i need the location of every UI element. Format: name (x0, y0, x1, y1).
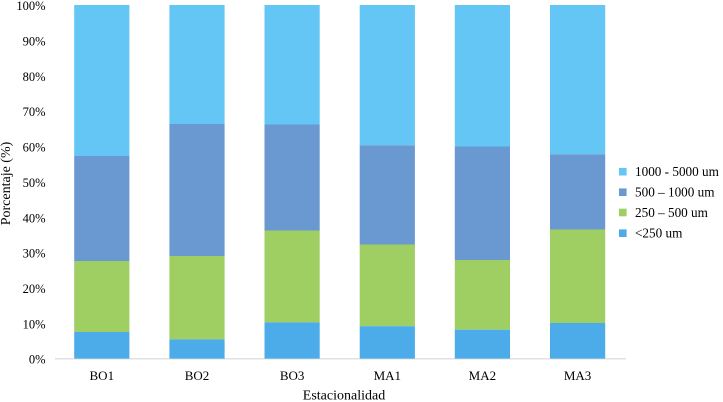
svg-text:MA3: MA3 (564, 368, 591, 383)
svg-text:70%: 70% (23, 105, 46, 119)
svg-text:BO2: BO2 (185, 368, 210, 383)
svg-text:250 – 500 um: 250 – 500 um (635, 205, 709, 220)
svg-text:Estacionalidad: Estacionalidad (303, 389, 385, 402)
svg-text:BO3: BO3 (280, 368, 305, 383)
svg-text:<250 um: <250 um (635, 226, 683, 241)
svg-text:500 – 1000 um: 500 – 1000 um (635, 185, 715, 200)
svg-text:20%: 20% (23, 282, 46, 296)
svg-text:1000 - 5000 um: 1000 - 5000 um (635, 164, 720, 179)
svg-text:50%: 50% (23, 176, 46, 190)
svg-text:90%: 90% (23, 35, 46, 49)
svg-text:40%: 40% (23, 211, 46, 225)
svg-text:30%: 30% (23, 247, 46, 261)
svg-text:10%: 10% (23, 317, 46, 331)
svg-text:80%: 80% (23, 70, 46, 84)
svg-text:MA1: MA1 (374, 368, 401, 383)
svg-text:100%: 100% (16, 0, 45, 13)
svg-text:0%: 0% (29, 353, 46, 367)
svg-text:Porcentaje (%): Porcentaje (%) (0, 141, 14, 225)
svg-text:BO1: BO1 (90, 368, 115, 383)
svg-text:60%: 60% (23, 141, 46, 155)
svg-text:MA2: MA2 (469, 368, 496, 383)
